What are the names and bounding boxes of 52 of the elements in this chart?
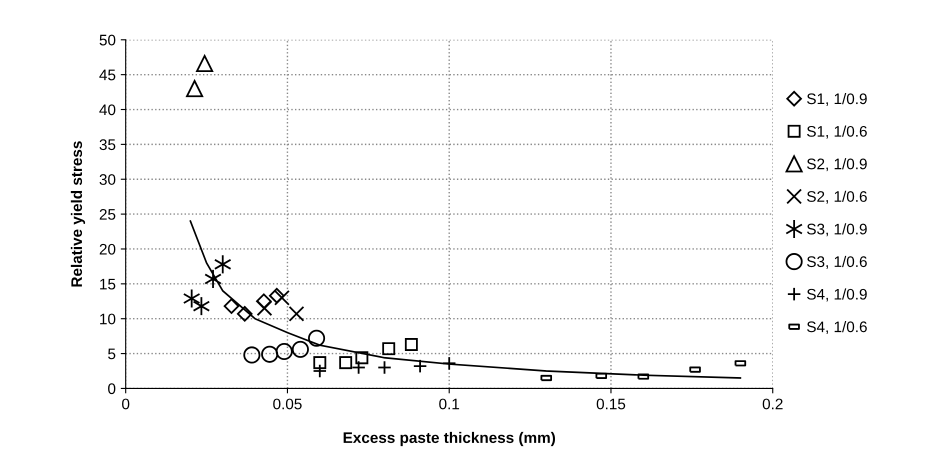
point: [288, 306, 304, 322]
y-tick-label: 0: [108, 383, 116, 394]
point: [268, 288, 285, 304]
legend-label: S4, 1/0.6: [807, 321, 867, 334]
x-tick-label: 0.15: [596, 398, 626, 410]
point: [261, 346, 278, 363]
x-tick-label: 0.05: [273, 398, 302, 410]
point: [442, 356, 456, 370]
point: [243, 346, 260, 364]
point: [256, 300, 272, 316]
y-tick-label: 40: [99, 104, 116, 116]
point: [256, 293, 272, 310]
point: [274, 290, 290, 306]
legend-label: S3, 1/0.9: [807, 223, 867, 236]
point: [192, 296, 210, 316]
y-tick-label: 50: [100, 34, 116, 46]
point: [313, 356, 326, 370]
y-tick-label: 15: [100, 278, 116, 290]
legend-label: S1, 1/0.9: [807, 92, 867, 106]
point: [339, 356, 352, 370]
y-tick-label: 30: [100, 174, 116, 185]
y-axis-title: Relative yield stress: [70, 141, 86, 287]
point: [292, 340, 309, 358]
point: [236, 306, 253, 322]
x-tick-label: 0.1: [439, 398, 460, 410]
y-tick-label: 20: [100, 244, 116, 255]
point: [412, 358, 428, 374]
point: [308, 330, 326, 347]
point: [404, 338, 418, 351]
y-tick-label: 35: [100, 139, 116, 150]
point: [312, 364, 327, 378]
legend-label: S1, 1/0.6: [807, 126, 867, 139]
line-series: [190, 220, 742, 379]
legend-label: S4, 1/0.9: [807, 288, 867, 302]
y-tick-label: 25: [100, 208, 116, 220]
y-tick-label: 45: [99, 70, 116, 80]
point: [276, 342, 293, 360]
y-tick-label: 10: [100, 314, 116, 324]
x-tick-label: 0: [122, 398, 130, 410]
point: [351, 360, 366, 375]
y-tick-label: 5: [108, 348, 116, 360]
x-axis-title: Excess paste thickness (mm): [344, 432, 556, 446]
point: [382, 342, 396, 356]
point: [186, 80, 204, 98]
point: [196, 54, 214, 72]
point: [355, 351, 368, 364]
legend-label: S2, 1/0.6: [807, 190, 867, 204]
legend-label: S2, 1/0.9: [807, 158, 867, 172]
x-tick-label: 0.2: [762, 398, 783, 410]
legend-label: S3, 1/0.6: [807, 256, 867, 269]
point: [224, 298, 240, 314]
point: [377, 360, 392, 375]
